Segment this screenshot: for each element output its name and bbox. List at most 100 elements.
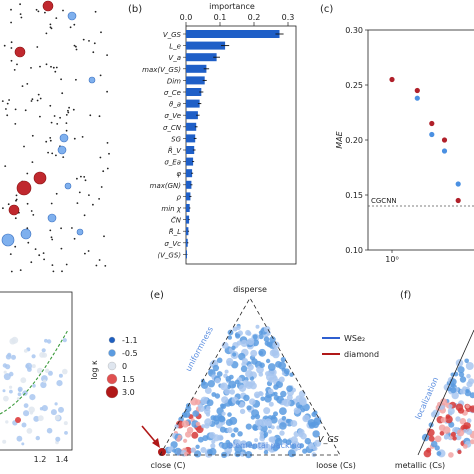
c-ytick-label: 0.15 — [345, 191, 363, 200]
structure-atom — [51, 238, 54, 241]
colorbar-tick-label: 0 — [122, 362, 127, 371]
colorbar-tick-label: -0.5 — [122, 349, 138, 358]
b-xtick-label: 0.2 — [248, 13, 261, 22]
structure-atom — [65, 114, 68, 116]
feature-label: σ_Ve — [164, 112, 181, 120]
d-data-point — [31, 354, 36, 359]
structure-atom — [73, 23, 76, 26]
structure-atom — [24, 109, 27, 112]
structure-atom — [45, 63, 48, 66]
ternary-point — [259, 418, 268, 427]
ternary-point — [238, 384, 247, 392]
ternary-f-point — [457, 366, 465, 374]
ternary-point — [207, 380, 215, 388]
structure-atom — [62, 9, 64, 12]
structure-atom — [43, 258, 45, 261]
b-xtick-label: 0.0 — [180, 13, 193, 22]
d-data-point — [3, 395, 9, 402]
ternary-point — [232, 326, 238, 332]
ternary-point — [265, 371, 270, 377]
ternary-f-point — [459, 376, 467, 383]
ternary-point — [251, 443, 258, 450]
structure-site — [88, 76, 96, 84]
d-data-point — [5, 420, 9, 424]
structure-atom — [73, 44, 76, 47]
d-data-point — [5, 364, 11, 370]
structure-atom — [49, 229, 52, 232]
structure-atom — [60, 227, 62, 230]
ternary-f-point — [445, 414, 451, 419]
structure-atom — [30, 261, 33, 264]
structure-atom — [19, 269, 22, 271]
d-data-point — [40, 381, 47, 389]
structure-atom — [81, 136, 84, 138]
structure-atom — [8, 99, 11, 101]
structure-atom — [55, 66, 58, 69]
d-data-point — [28, 406, 35, 413]
structure-atom — [88, 194, 90, 197]
structure-atom — [84, 252, 86, 255]
importance-bar — [186, 111, 198, 120]
ternary-f-point — [436, 451, 442, 456]
structure-atom — [49, 104, 52, 107]
mae-point — [414, 95, 420, 101]
structure-atom — [9, 253, 12, 256]
structure-atom — [19, 3, 21, 6]
ternary-f-point — [428, 435, 435, 442]
ternary-point — [298, 396, 307, 405]
b-xtick-label: 0.1 — [214, 13, 227, 22]
ternary-point — [221, 411, 226, 416]
ternary-point — [217, 434, 224, 441]
structure-atom — [50, 202, 53, 205]
feature-label: ϑ_a — [169, 101, 181, 109]
ternary-point — [286, 385, 293, 393]
ternary-f-point — [469, 405, 474, 413]
d-data-point — [18, 388, 22, 392]
ternary-point — [200, 447, 207, 453]
structure-atom — [76, 202, 79, 205]
structure-atom — [95, 264, 98, 267]
structure-atom — [10, 21, 13, 24]
ternary-point — [240, 365, 248, 373]
ternary-point — [226, 427, 233, 434]
ternary-point — [216, 357, 223, 364]
panel-b-xlabel: importance — [209, 2, 255, 11]
ternary-point — [263, 450, 269, 455]
ternary-point — [239, 451, 246, 457]
ternary-f-point — [430, 440, 438, 448]
structure-atom — [68, 106, 70, 109]
structure-atom — [26, 172, 29, 175]
structure-site — [14, 46, 26, 58]
panel-d-xtick-1: 1.2 — [34, 455, 47, 464]
d-data-point — [23, 349, 28, 353]
ternary-point — [279, 422, 287, 430]
ternary-point — [272, 374, 277, 379]
structure-site — [76, 228, 84, 236]
ternary-point — [200, 381, 209, 389]
importance-bar — [186, 238, 188, 247]
ternary-point — [219, 426, 227, 433]
d-data-point — [9, 385, 13, 389]
ternary-f-left-vertex: metallic (Cs) — [395, 461, 445, 470]
feature-label: R̃_L — [169, 228, 181, 236]
feature-label: σ_Ea — [164, 159, 181, 167]
structure-atom — [108, 152, 110, 155]
d-data-point — [23, 403, 29, 408]
ternary-point — [236, 340, 242, 346]
ternary-point — [247, 363, 254, 371]
structure-atom — [14, 217, 17, 220]
c-ytick-label: 0.10 — [345, 246, 363, 255]
structure-atom — [53, 115, 56, 117]
structure-atom — [75, 48, 78, 51]
structure-atom — [21, 85, 24, 87]
d-data-point — [46, 427, 53, 434]
structure-atom — [65, 122, 68, 124]
structure-atom — [54, 70, 57, 73]
ternary-point — [281, 416, 287, 421]
d-data-point — [41, 375, 48, 382]
d-data-point — [16, 435, 23, 442]
structure-atom — [55, 154, 57, 157]
panel-c-mae-chart: (c) 0.10 0.15 0.20 0.25 0.30 MAE CGCNN 10⁰ — [320, 4, 474, 264]
ternary-point — [227, 412, 232, 417]
panel-d-frame — [0, 291, 73, 451]
